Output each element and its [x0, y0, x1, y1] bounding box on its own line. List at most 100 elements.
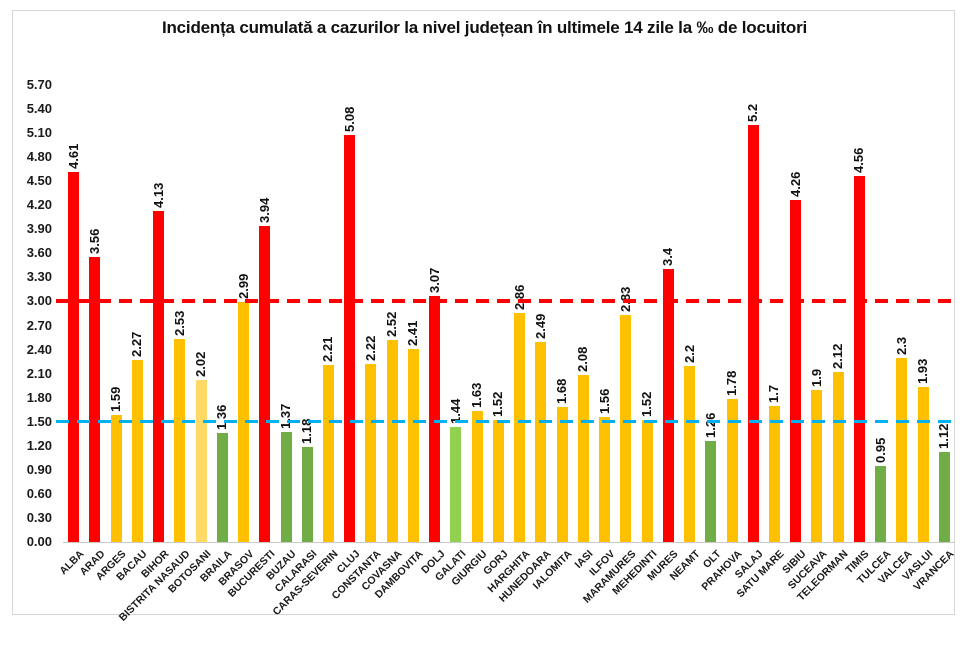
bar-value-label: 3.07 [426, 267, 442, 293]
bar-alba [68, 172, 80, 542]
bar-gorj [492, 420, 504, 542]
bar-salaj [747, 125, 759, 542]
bar-value-label: 2.99 [235, 273, 251, 300]
bar-satu-mare [768, 405, 780, 542]
x-axis-line [63, 542, 955, 543]
bar-value-label: 2.53 [171, 310, 187, 337]
bar-caras-severin [322, 364, 334, 542]
chart-page: { "chart_data": { "type": "bar", "title"… [12, 10, 957, 624]
bar-value-label: 1.59 [108, 386, 124, 412]
bar-maramures [620, 315, 632, 542]
y-axis-tick-label: 3.90 [26, 221, 52, 237]
bar-bistrita-nasaud [174, 339, 186, 542]
y-axis-tick-label: 1.20 [26, 437, 52, 453]
y-axis-tick-label: 5.10 [26, 125, 52, 141]
bar-value-label: 2.02 [193, 351, 209, 378]
bar-value-label: 3.56 [86, 228, 102, 254]
y-axis-tick-label: 3.00 [26, 293, 52, 309]
y-axis-tick-label: 3.60 [26, 245, 52, 261]
bar-value-label: 2.08 [575, 346, 591, 373]
bar-value-label: 1.63 [469, 383, 485, 409]
bar-value-label: 4.26 [787, 172, 803, 198]
bar-sibiu [790, 200, 802, 542]
bar-dolj [429, 295, 441, 542]
y-axis-tick-label: 3.30 [26, 269, 52, 285]
bar-value-label: 2.52 [384, 311, 400, 337]
bar-value-label: 2.21 [320, 336, 336, 362]
bar-value-label: 1.7 [766, 384, 782, 403]
bar-value-label: 2.22 [362, 335, 378, 361]
bar-value-label: 2.12 [830, 343, 846, 370]
bar-teleorman [832, 372, 844, 542]
y-axis-tick-label: 1.80 [26, 389, 52, 405]
bar-value-label: 0.95 [872, 437, 888, 463]
bar-vaslui [917, 387, 929, 542]
bar-braila [216, 432, 228, 542]
y-axis-tick-label: 1.50 [26, 413, 52, 429]
bar-harghita [514, 312, 526, 542]
bar-value-label: 2.2 [681, 344, 697, 363]
bar-value-label: 2.41 [405, 320, 421, 346]
bar-value-label: 1.12 [936, 423, 952, 450]
bar-iasi [577, 375, 589, 542]
bar-cluj [344, 134, 356, 542]
blue-threshold-line [56, 420, 956, 424]
chart-title: Incidența cumulată a cazurilor la nivel … [161, 18, 808, 37]
bar-neamt [684, 365, 696, 542]
bar-dambovita [407, 348, 419, 542]
bar-arges [110, 414, 122, 542]
bar-arad [89, 256, 101, 542]
y-axis-tick-label: 4.20 [26, 197, 52, 213]
bar-olt [705, 440, 717, 542]
bar-value-label: 2.86 [511, 284, 527, 310]
y-axis-tick-label: 0.90 [26, 461, 52, 477]
y-axis-tick-label: 2.70 [26, 317, 52, 333]
bar-buzau [280, 432, 292, 542]
bar-vrancea [938, 452, 950, 542]
bar-timis [853, 176, 865, 542]
bar-prahova [726, 399, 738, 542]
bar-value-label: 4.61 [65, 144, 81, 170]
bar-ialomita [556, 407, 568, 542]
bar-value-label: 1.26 [702, 412, 718, 438]
bar-value-label: 1.78 [724, 370, 739, 397]
y-axis-tick-label: 4.80 [26, 149, 52, 165]
bar-value-label: 2.49 [532, 314, 548, 340]
bar-value-label: 4.56 [851, 148, 867, 174]
y-axis-tick-label: 0.30 [26, 509, 52, 525]
bar-valcea [896, 357, 908, 542]
y-axis-tick-label: 2.10 [26, 365, 52, 381]
bar-value-label: 1.68 [554, 378, 570, 405]
bar-ilfov [599, 416, 611, 542]
bar-calarasi [301, 447, 313, 542]
bar-bacau [131, 360, 143, 542]
bar-botosani [195, 380, 207, 542]
bar-value-label: 1.93 [915, 358, 931, 385]
bar-value-label: 3.94 [256, 197, 272, 224]
bar-value-label: 1.56 [596, 388, 612, 414]
y-axis-tick-label: 0.00 [26, 534, 52, 549]
bar-value-label: 1.52 [639, 391, 655, 418]
bar-value-label: 1.36 [214, 404, 230, 430]
bar-value-label: 5.08 [341, 106, 357, 132]
y-axis-tick-label: 2.40 [26, 341, 52, 357]
red-threshold-line [56, 299, 956, 304]
bar-value-label: 2.27 [129, 331, 145, 357]
bar-value-label: 1.9 [808, 368, 824, 387]
y-axis-tick-label: 5.70 [26, 77, 52, 92]
bar-covasna [386, 339, 398, 542]
bar-value-label: 2.3 [893, 336, 909, 355]
bar-value-label: 1.52 [490, 391, 506, 418]
bar-bihor [153, 210, 165, 542]
bar-bucuresti [259, 226, 271, 542]
bar-value-label: 1.37 [278, 403, 293, 430]
bar-giurgiu [471, 411, 483, 542]
bar-tulcea [875, 465, 887, 542]
bar-value-label: 3.4 [660, 248, 676, 267]
bar-value-label: 5.2 [745, 104, 761, 123]
bar-mures [662, 269, 674, 542]
y-axis-tick-label: 4.50 [26, 173, 52, 189]
bar-mehedinti [641, 420, 653, 542]
bar-galati [450, 426, 462, 542]
bar-constanta [365, 364, 377, 542]
